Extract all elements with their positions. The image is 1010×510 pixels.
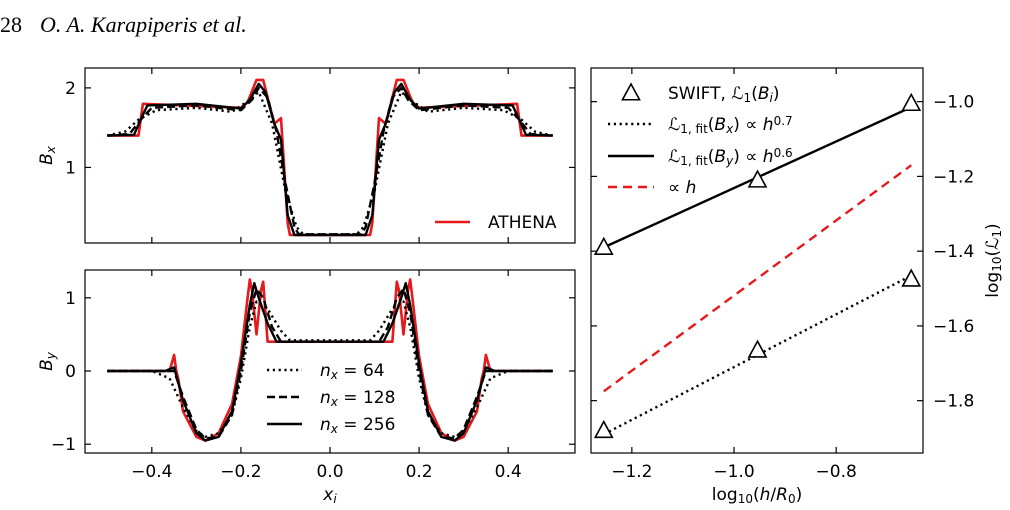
ylabel-bx: Bx — [37, 145, 58, 165]
legend-label-athena: ATHENA — [488, 213, 557, 233]
panel-by: −0.4 −0.2 0.0 0.2 0.4 −1 0 1 By xi nx = 64 nx = 128… — [37, 269, 576, 506]
ytick-label-conv-0: −1.8 — [933, 392, 974, 412]
marker-swift_bx-2 — [901, 268, 922, 287]
legend-label-nx128: nx = 128 — [320, 388, 395, 409]
ytick-label-conv-4: −1.0 — [933, 93, 974, 113]
legend-label-fit-bx: ℒ1, fit(Bx) ∝ h0.7 — [668, 114, 793, 136]
series-nx64 — [107, 300, 553, 439]
ytick-label-bx-0: 1 — [65, 158, 76, 178]
axes-frame-conv — [590, 67, 924, 454]
ytick-label-conv-3: −1.2 — [933, 167, 974, 187]
series-prop_h — [603, 164, 913, 393]
xtick-label-by-1: −0.2 — [220, 462, 261, 482]
plot-area-by — [107, 278, 553, 442]
marker-swift_by-0 — [593, 236, 614, 255]
xtick-label-conv-2: −0.8 — [816, 462, 857, 482]
page-number: 28 — [0, 12, 22, 37]
legend-marker-swift — [621, 82, 641, 101]
legend-label-nx256: nx = 256 — [320, 415, 395, 436]
series-athena — [107, 78, 553, 237]
legend-conv: SWIFT, ℒ1(Bi) ℒ1, fit(Bx) ∝ h0.7 ℒ1, fit(B… — [608, 82, 793, 198]
ytick-label-by-2: 1 — [65, 289, 76, 309]
marker-swift_by-1 — [747, 169, 768, 188]
xtick-label-by-4: 0.4 — [495, 462, 522, 482]
legend-by: nx = 64 nx = 128 nx = 256 — [267, 361, 395, 436]
series-nx128 — [107, 86, 553, 236]
legend-label-swift: SWIFT, ℒ1(Bi) — [668, 84, 779, 105]
running-head: O. A. Karapiperis et al. — [40, 12, 247, 37]
ytick-label-bx-1: 2 — [65, 79, 76, 99]
marker-swift_bx-0 — [593, 419, 614, 439]
xtick-label-by-0: −0.4 — [131, 462, 172, 482]
ytick-label-by-1: 0 — [65, 362, 76, 382]
marker-swift_by-2 — [901, 92, 922, 112]
ylabel-conv: log10(ℒ1) — [983, 223, 1004, 297]
ytick-label-conv-2: −1.4 — [933, 242, 974, 262]
xlabel-conv: log10(h/R0) — [712, 485, 802, 506]
marker-swift_bx-1 — [747, 339, 768, 358]
plot-area-bx — [107, 78, 553, 237]
xtick-label-conv-1: −1.0 — [713, 462, 754, 482]
ylabel-by: By — [37, 351, 58, 371]
ytick-label-by-0: −1 — [51, 435, 76, 455]
xtick-label-by-3: 0.2 — [406, 462, 433, 482]
ytick-label-conv-1: −1.6 — [933, 317, 974, 337]
panel-conv: −1.2 −1.0 −0.8 −1.8 −1.6 −1.4 −1.2 −1.0 log10(h/… — [590, 67, 1004, 506]
xtick-label-by-2: 0.0 — [316, 462, 343, 482]
series-nx256 — [107, 282, 553, 442]
page-header: 28 O. A. Karapiperis et al. — [0, 12, 1010, 42]
legend-label-nx64: nx = 64 — [320, 361, 385, 382]
panel-bx: 1 2 Bx ATHENA — [37, 67, 576, 244]
series-nx64 — [107, 90, 553, 236]
legend-label-fit-by: ℒ1, fit(By) ∝ h0.6 — [668, 146, 793, 168]
legend-label-prop-h: ∝ h — [668, 178, 696, 198]
xlabel-by: xi — [322, 485, 337, 506]
legend-bx: ATHENA — [435, 213, 557, 233]
xtick-label-conv-0: −1.2 — [611, 462, 652, 482]
